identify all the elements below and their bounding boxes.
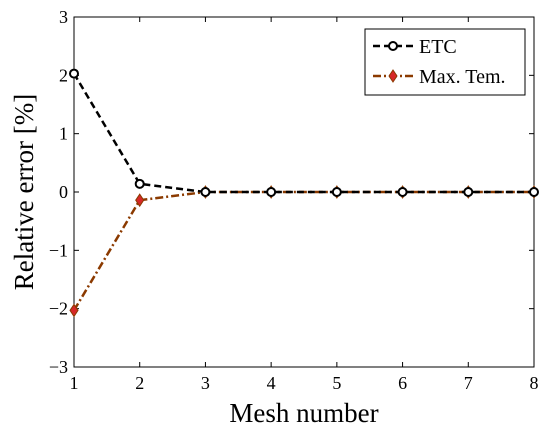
- y-tick-label: −2: [49, 299, 68, 319]
- data-point-max-tem: [135, 193, 145, 208]
- y-tick-label: 2: [59, 65, 68, 85]
- x-tick-label: 4: [267, 373, 276, 393]
- legend-box: [364, 28, 526, 96]
- data-point-etc: [266, 187, 277, 197]
- data-point-etc: [397, 187, 408, 197]
- series-layer: [69, 68, 539, 318]
- legend-label-max-tem: Max. Tem.: [419, 66, 506, 88]
- y-tick-label: −1: [49, 240, 68, 260]
- data-point-etc: [200, 187, 211, 197]
- series-line-etc: [72, 72, 534, 194]
- axis-ticks: 1 2 3 4 5 6 7 8 3 2 1 0 −1 −2 −3: [49, 7, 539, 393]
- x-tick-label: 6: [398, 373, 407, 393]
- data-point-etc: [134, 178, 145, 189]
- legend-marker-max-tem: [388, 69, 398, 83]
- x-tick-label: 1: [70, 373, 79, 393]
- y-tick-label: 3: [59, 7, 68, 27]
- data-point-max-tem: [69, 303, 79, 318]
- y-tick-label: 1: [59, 124, 68, 144]
- data-point-etc: [331, 187, 342, 197]
- legend-marker-etc: [388, 41, 398, 51]
- x-tick-label: 8: [530, 373, 539, 393]
- data-point-etc: [529, 187, 539, 197]
- legend: ETC Max. Tem.: [364, 28, 526, 96]
- legend-label-etc: ETC: [419, 36, 457, 58]
- x-tick-label: 3: [201, 373, 210, 393]
- data-point-etc: [463, 187, 474, 197]
- x-tick-label: 5: [332, 373, 341, 393]
- x-axis-label: Mesh number: [229, 398, 378, 428]
- x-tick-label: 7: [464, 373, 473, 393]
- data-point-etc: [69, 68, 79, 79]
- y-tick-label: 0: [59, 182, 68, 202]
- series-line-max-tem: [72, 190, 534, 312]
- x-tick-label: 2: [135, 373, 144, 393]
- y-axis-label: Relative error [%]: [9, 94, 39, 290]
- y-tick-label: −3: [49, 357, 68, 377]
